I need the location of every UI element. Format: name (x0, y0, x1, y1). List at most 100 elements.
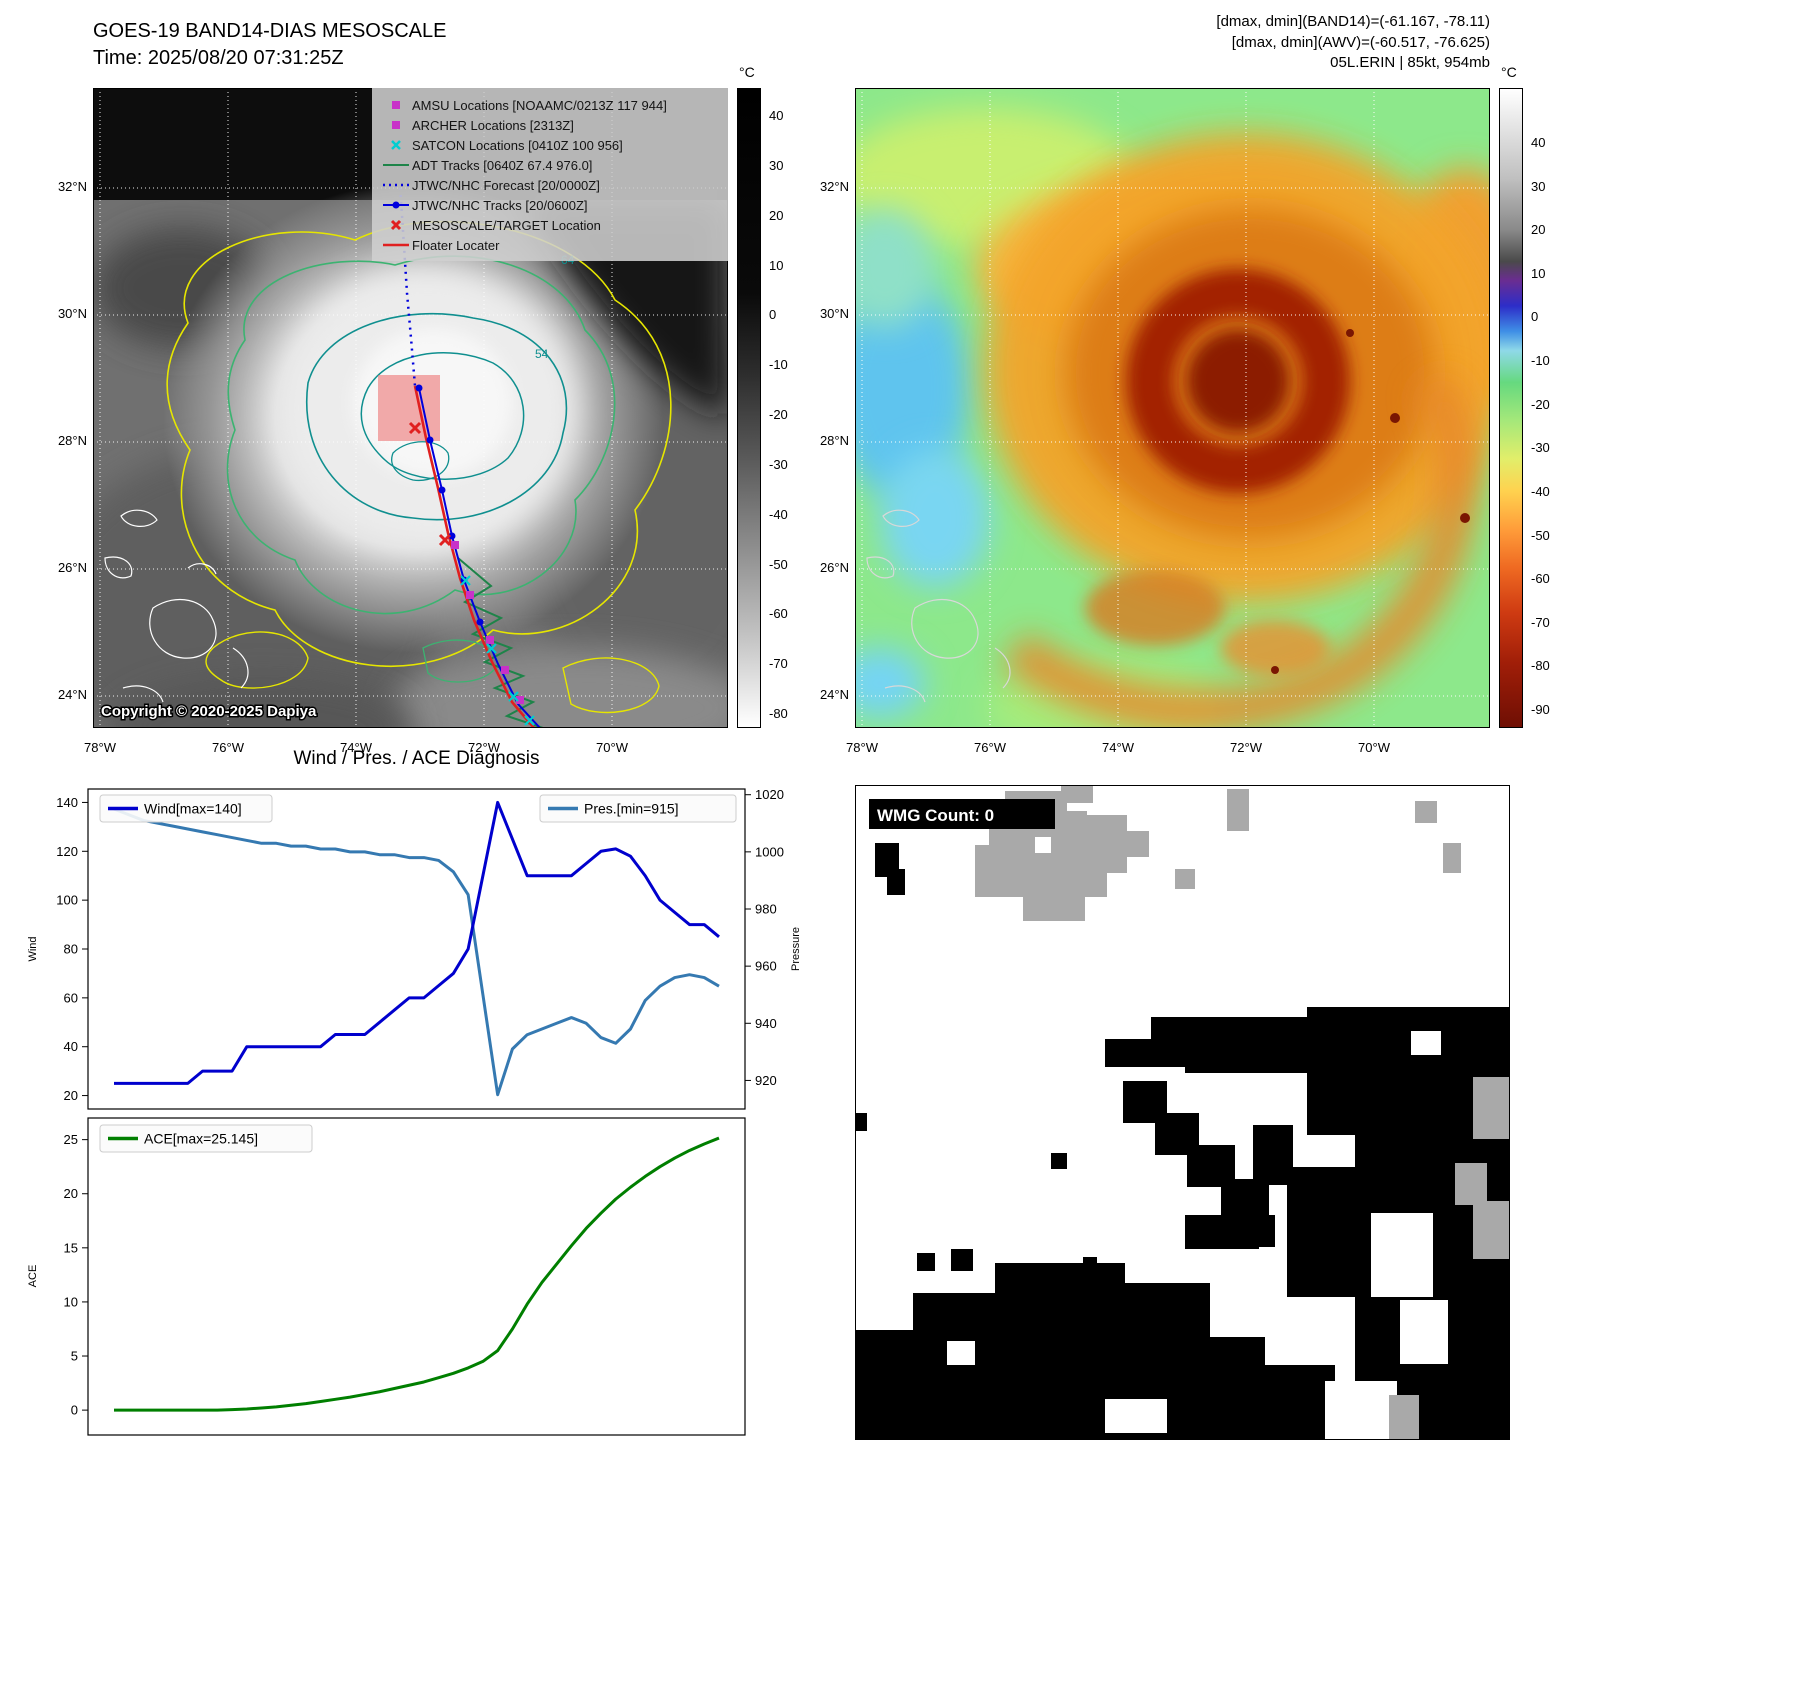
band14-map-panel: 64 54 (58, 88, 728, 755)
awv-header: [dmax, dmin](BAND14)=(-61.167, -78.11) [… (1090, 12, 1490, 74)
y-tick-label: 10 (64, 1294, 78, 1309)
wmg-mask-black (855, 843, 1510, 1440)
colorbar-tick-label: 40 (769, 108, 784, 123)
dmax-dmin-band14: [dmax, dmin](BAND14)=(-61.167, -78.11) (1216, 13, 1490, 30)
wmg-count-badge: WMG Count: 0 (869, 799, 1055, 829)
dmax-dmin-awv: [dmax, dmin](AWV)=(-60.517, -76.625) (1231, 33, 1490, 51)
legend-item-label: SATCON Locations [0410Z 100 956] (412, 137, 623, 153)
legend-item: AMSU Locations [NOAAMC/0213Z 117 944] (380, 97, 720, 113)
colorbar-tick-label: -20 (1531, 396, 1550, 412)
colorbar-tick-label: 20 (1531, 222, 1546, 238)
band14-title: GOES-19 BAND14-DIAS MESOSCALE (93, 20, 447, 42)
y-axis-label-pressure: Pressure (790, 927, 802, 971)
lon-tick-label: 78°W (846, 740, 878, 755)
lat-tick-label: 24°N (57, 687, 87, 702)
lat-tick-label: 24°N (819, 687, 849, 702)
lon-tick-label: 72°W (468, 740, 500, 755)
storm-tracks (398, 187, 544, 728)
colorbar-tick-label: -30 (1531, 440, 1550, 456)
colorbar-tick-label: -80 (769, 706, 788, 721)
legend-item-label: JTWC/NHC Forecast [20/0000Z] (412, 177, 600, 193)
legend-item-label: JTWC/NHC Tracks [20/0600Z] (412, 197, 588, 213)
lon-tick-label: 76°W (974, 740, 1006, 755)
colorbar-tick-label: -40 (1531, 483, 1550, 499)
lat-tick-label: 30°N (819, 306, 849, 321)
wmg-mask-white-holes (947, 1031, 1448, 1440)
legend-marker-square-magenta (380, 118, 412, 132)
colorbar-tick-label: 0 (769, 307, 777, 323)
legend-marker-x-cyan (380, 138, 412, 152)
legend-item-label: ADT Tracks [0640Z 67.4 976.0] (412, 157, 593, 173)
satcon-points (460, 575, 535, 726)
colorbar-tick-label: 10 (1531, 265, 1546, 281)
lat-tick-label: 28°N (57, 433, 87, 448)
lat-tick-label: 32°N (819, 179, 849, 194)
y-tick-label: 100 (56, 893, 78, 908)
y-tick-label: 1000 (755, 844, 784, 859)
y-tick-label: 1020 (755, 787, 784, 802)
mesoscale-target-box (378, 375, 440, 441)
y-axis-label-ace: ACE (27, 1265, 39, 1288)
colorbar-tick-label: -40 (769, 506, 788, 522)
lat-tick-label: 26°N (57, 560, 87, 575)
colorbar-tick-label: -70 (1531, 614, 1550, 630)
legend-marker-line-red (380, 238, 412, 252)
y-tick-label: 120 (56, 844, 78, 859)
colorbar-tick-label: -90 (1531, 702, 1550, 717)
coastline (866, 509, 1011, 703)
storm-id-intensity: 05L.ERIN | 85kt, 954mb (1330, 54, 1490, 72)
legend-item: SATCON Locations [0410Z 100 956] (380, 137, 720, 153)
y-tick-label: 140 (56, 795, 78, 810)
lon-tick-label: 78°W (84, 740, 116, 755)
awv-map-svg (855, 88, 1490, 728)
colorbar-tick-label: -80 (1531, 658, 1550, 674)
awv-map-panel: 32°N 30°N 28°N 26°N 24°N 78°W 76°W 74°W 72°W 70°W (820, 88, 1490, 755)
colorbar-tick-label: 0 (1531, 309, 1539, 325)
colorbar-tick-label: -10 (769, 357, 788, 373)
chart-legend-label: Wind[max=140] (144, 801, 242, 817)
colorbar-tick-label: -50 (1531, 527, 1550, 543)
latlon-grid (855, 88, 1490, 728)
legend-item-label: AMSU Locations [NOAAMC/0213Z 117 944] (412, 97, 667, 113)
legend-item: JTWC/NHC Tracks [20/0600Z] (380, 197, 720, 213)
lon-tick-label: 74°W (340, 740, 372, 755)
lat-tick-label: 26°N (819, 560, 849, 575)
y-tick-label: 40 (64, 1039, 78, 1054)
wind-legend: Wind[max=140] (99, 794, 273, 823)
latlon-grid (93, 88, 728, 728)
y-tick-label: 20 (64, 1088, 78, 1103)
lon-tick-label: 70°W (596, 740, 628, 755)
wind-pressure-chart: 20 40 60 80 100 120 140 920 940 960 980 1000 1020 Win… (27, 787, 802, 1110)
colorbar-unit-label: °C (1501, 64, 1517, 80)
lon-tick-label: 72°W (1230, 740, 1262, 755)
lon-tick-label: 74°W (1102, 740, 1134, 755)
legend-item: ADT Tracks [0640Z 67.4 976.0] (380, 157, 720, 173)
adt-track (457, 557, 544, 728)
legend-marker-x-red (380, 218, 412, 232)
ace-legend: ACE[max=25.145] (99, 1124, 313, 1153)
coastline (104, 509, 249, 703)
awv-colorbar: °C 40 30 20 10 0 -10 -20 -30 -40 -50 -60 -70 -80 -90 (1499, 64, 1550, 728)
wmg-count-label: WMG Count: 0 (877, 806, 994, 825)
awv-color-image (855, 108, 1490, 728)
y-tick-label: 0 (71, 1403, 78, 1418)
amsu-archer-points (451, 541, 524, 704)
pressure-line (113, 807, 720, 1097)
legend-item: Floater Locater (380, 237, 720, 253)
y-tick-label: 20 (64, 1186, 78, 1201)
colorbar-tick-label: 30 (769, 157, 784, 173)
satellite-ir-image (93, 183, 728, 728)
legend-marker-square-magenta (380, 98, 412, 112)
chart-legend-label: Pres.[min=915] (584, 801, 679, 817)
lon-tick-label: 70°W (1358, 740, 1390, 755)
wmg-mask-panel: WMG Count: 0 (855, 785, 1510, 1440)
colorbar-tick-label: -30 (769, 456, 788, 472)
y-tick-label: 960 (755, 959, 777, 974)
colorbar-tick-label: -10 (1531, 353, 1550, 369)
pressure-legend: Pres.[min=915] (539, 794, 737, 823)
colorbar-tick-label: 20 (769, 207, 784, 223)
colorbar-tick-label: -60 (769, 606, 788, 622)
legend-marker-line-green (380, 158, 412, 172)
band14-colorbar: °C 40 30 20 10 0 -10 -20 -30 -40 -50 -60 -70 -80 (737, 64, 788, 728)
